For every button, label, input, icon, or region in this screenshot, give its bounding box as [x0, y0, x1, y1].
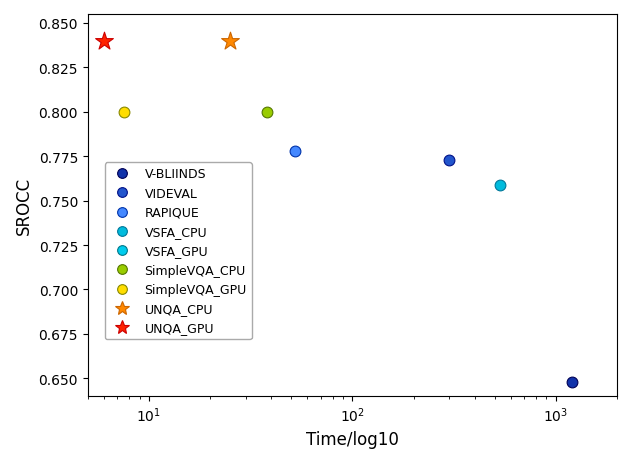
Point: [99, 38, 109, 45]
Point: [179, 183, 190, 191]
Point: [119, 109, 129, 116]
Point: [495, 181, 505, 189]
X-axis label: Time/log10: Time/log10: [306, 430, 399, 448]
Point: [444, 156, 454, 164]
Point: [567, 378, 577, 386]
Point: [225, 38, 235, 45]
Legend: V-BLIINDS, VIDEVAL, RAPIQUE, VSFA_CPU, VSFA_GPU, SimpleVQA_CPU, SimpleVQA_GPU, U: V-BLIINDS, VIDEVAL, RAPIQUE, VSFA_CPU, V…: [105, 163, 252, 340]
Point: [262, 109, 272, 116]
Y-axis label: SROCC: SROCC: [15, 176, 33, 235]
Point: [289, 148, 300, 155]
